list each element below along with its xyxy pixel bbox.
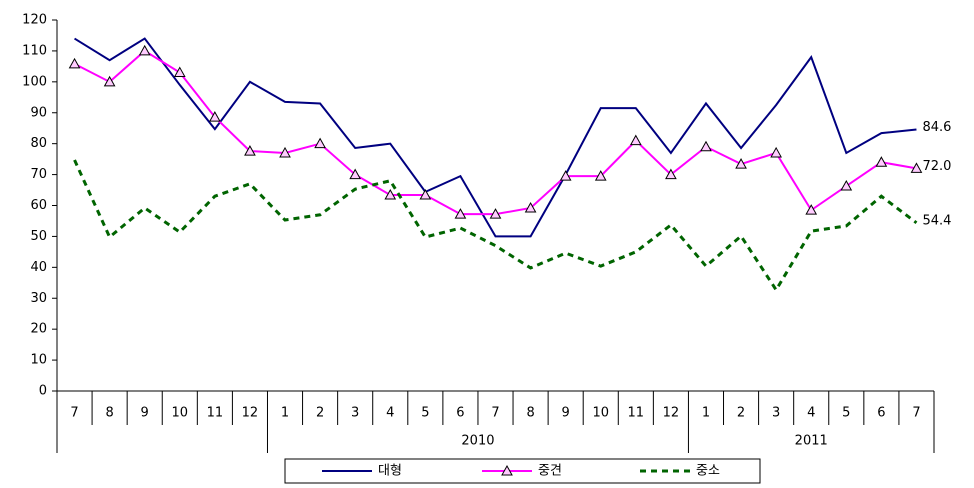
y-tick-label: 10 [30,353,47,368]
point-marker [384,188,397,200]
value-label: 84.6 [922,120,951,135]
point-marker [594,170,607,181]
point-marker [559,170,572,181]
point-marker [700,140,712,152]
y-tick-label: 90 [30,105,47,120]
series-line [74,49,917,216]
legend-label: 중견 [538,464,562,479]
x-tick-label: 12 [242,406,259,421]
x-tick-label: 2 [737,406,745,421]
point-marker [314,137,326,149]
point-marker [209,111,221,122]
y-tick-label: 70 [30,167,47,182]
x-tick-label: 4 [807,406,815,421]
point-marker [279,146,291,158]
point-marker [138,44,151,56]
point-marker [735,158,747,169]
x-tick-label: 11 [207,406,224,421]
x-tick-label: 7 [70,406,78,421]
point-marker [910,162,923,173]
x-tick-label: 11 [628,406,645,421]
point-marker [244,145,256,156]
y-tick-label: 120 [22,13,47,28]
point-marker [349,168,362,180]
point-marker [524,201,537,213]
y-tick-label: 40 [30,260,47,275]
x-tick-label: 5 [421,406,429,421]
point-marker [805,204,818,215]
x-group-label: 2011 [795,434,828,449]
x-tick-label: 5 [842,406,850,421]
y-tick-label: 50 [30,229,47,244]
y-tick-label: 60 [30,198,47,213]
x-tick-label: 8 [526,406,534,421]
legend-label: 중소 [696,464,720,479]
y-tick-label: 20 [30,322,47,337]
x-tick-label: 9 [141,406,149,421]
y-tick-label: 30 [30,291,47,306]
point-marker [629,134,642,146]
x-tick-label: 6 [877,406,885,421]
series-line [73,159,918,293]
legend-marker [501,464,513,476]
x-tick-label: 3 [351,406,359,421]
x-tick-label: 10 [172,406,189,421]
x-tick-label: 8 [105,406,113,421]
point-marker [173,66,186,78]
y-tick-label: 100 [22,74,47,89]
series-line [74,37,917,238]
x-tick-label: 12 [663,406,680,421]
x-tick-label: 10 [592,406,609,421]
x-tick-label: 7 [491,406,499,421]
point-marker [68,57,81,69]
y-tick-label: 0 [39,384,47,399]
point-marker [665,168,677,180]
x-tick-label: 1 [702,406,710,421]
legend-label: 대형 [378,464,402,479]
x-tick-label: 9 [562,406,570,421]
point-marker [454,208,467,219]
x-tick-label: 1 [281,406,289,421]
x-group-label: 2010 [461,434,494,449]
point-marker [875,156,888,167]
x-tick-label: 7 [912,406,920,421]
point-marker [840,179,853,191]
x-tick-label: 3 [772,406,780,421]
x-tick-label: 6 [456,406,464,421]
point-marker [489,208,502,219]
point-marker [103,75,116,87]
y-tick-label: 80 [30,136,47,151]
point-marker [419,188,432,200]
x-tick-label: 2 [316,406,324,421]
point-marker [770,146,782,158]
x-tick-label: 4 [386,406,394,421]
value-label: 72.0 [922,159,951,174]
value-label: 54.4 [922,213,951,228]
y-tick-label: 110 [22,43,47,58]
